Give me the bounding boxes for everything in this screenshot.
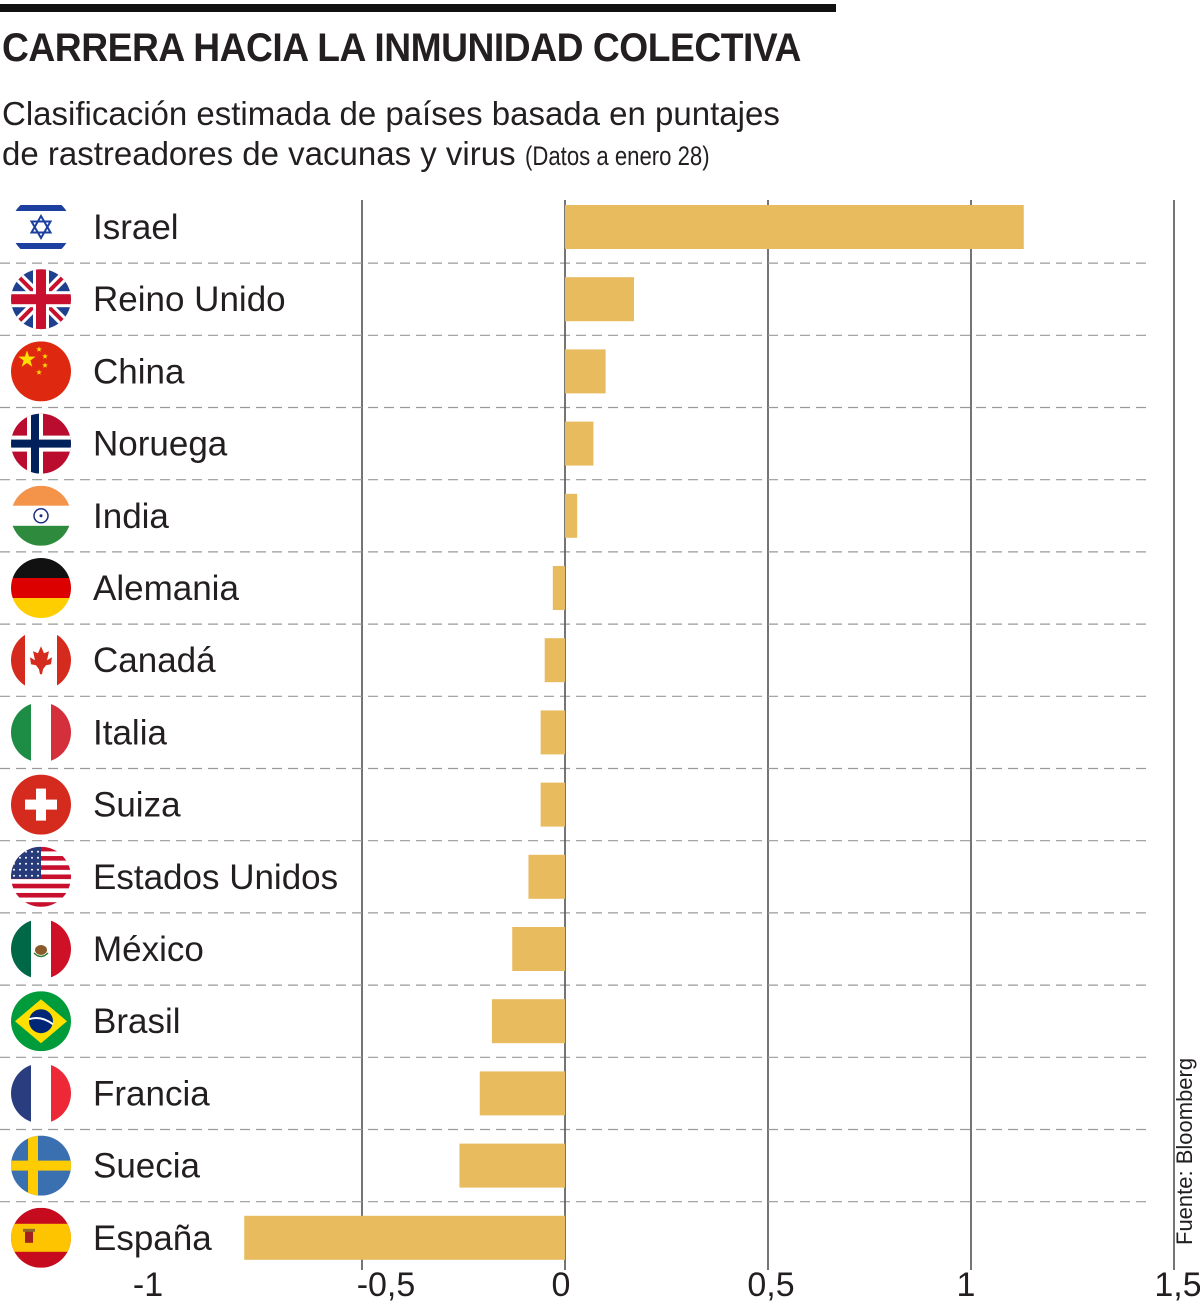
bar — [565, 205, 1024, 249]
bar — [479, 1071, 565, 1116]
country-label: México — [93, 930, 204, 969]
bar-chart: Israel Reino Unido China Noruega India Aleman… — [0, 197, 1200, 1304]
flag-layer — [11, 197, 71, 1268]
bar — [565, 493, 578, 538]
tick-layer: -1 -0,5 0 0,5 1 1,5 — [133, 1266, 1200, 1304]
india-flag-icon — [11, 485, 71, 546]
italy-flag-icon — [11, 702, 71, 763]
bar — [491, 999, 565, 1044]
x-tick-label: -1 — [133, 1266, 163, 1304]
bar-layer — [244, 205, 1024, 1260]
norway-flag-icon — [11, 413, 71, 474]
subtitle-line-2-text: de rastreadores de vacunas y virus — [2, 135, 516, 172]
bar — [544, 638, 565, 683]
brazil-flag-icon — [11, 991, 71, 1052]
germany-flag-icon — [11, 558, 71, 618]
x-tick-label: 0 — [552, 1266, 571, 1304]
mexico-flag-icon — [11, 919, 71, 979]
top-rule — [0, 4, 836, 12]
bar — [540, 710, 565, 755]
bar — [565, 349, 606, 394]
country-label: Francia — [93, 1074, 210, 1113]
country-label: India — [93, 497, 169, 536]
country-label: China — [93, 352, 185, 391]
bar — [565, 277, 635, 322]
country-label: Italia — [93, 713, 167, 752]
chart-title: CARRERA HACIA LA INMUNIDAD COLECTIVA — [2, 26, 801, 70]
country-label: Canadá — [93, 641, 216, 680]
france-flag-icon — [11, 1063, 71, 1124]
label-layer: Israel Reino Unido China Noruega India Aleman… — [93, 208, 338, 1258]
switzerland-flag-icon — [11, 774, 71, 835]
country-label: Noruega — [93, 425, 228, 464]
country-label: Israel — [93, 208, 179, 247]
country-label: Suiza — [93, 786, 181, 825]
bar — [540, 782, 565, 827]
chart-subtitle: Clasificación estimada de países basada … — [2, 94, 780, 176]
country-label: Suecia — [93, 1147, 201, 1186]
bar — [459, 1143, 565, 1188]
country-label: Alemania — [93, 569, 239, 608]
subtitle-date-note: (Datos a enero 28) — [524, 141, 710, 171]
usa-flag-icon — [11, 846, 71, 907]
subtitle-line-2: de rastreadores de vacunas y virus (Dato… — [2, 134, 780, 176]
x-tick-label: 1,5 — [1154, 1266, 1200, 1304]
bar — [565, 421, 594, 466]
canada-flag-icon — [11, 630, 71, 691]
spain-flag-icon — [11, 1207, 71, 1268]
country-label: Estados Unidos — [93, 858, 338, 897]
country-label: Brasil — [93, 1002, 181, 1041]
x-tick-label: -0,5 — [357, 1266, 416, 1304]
israel-flag-icon — [11, 197, 71, 257]
country-label: España — [93, 1219, 212, 1258]
subtitle-line-1: Clasificación estimada de países basada … — [2, 95, 780, 132]
x-tick-label: 0,5 — [747, 1266, 794, 1304]
bar — [528, 854, 565, 899]
bar — [512, 927, 565, 971]
china-flag-icon — [11, 341, 71, 402]
x-tick-label: 1 — [957, 1266, 976, 1304]
country-label: Reino Unido — [93, 280, 286, 319]
uk-flag-icon — [11, 269, 71, 330]
sweden-flag-icon — [11, 1135, 71, 1196]
bar — [244, 1215, 565, 1260]
bar — [552, 566, 565, 610]
